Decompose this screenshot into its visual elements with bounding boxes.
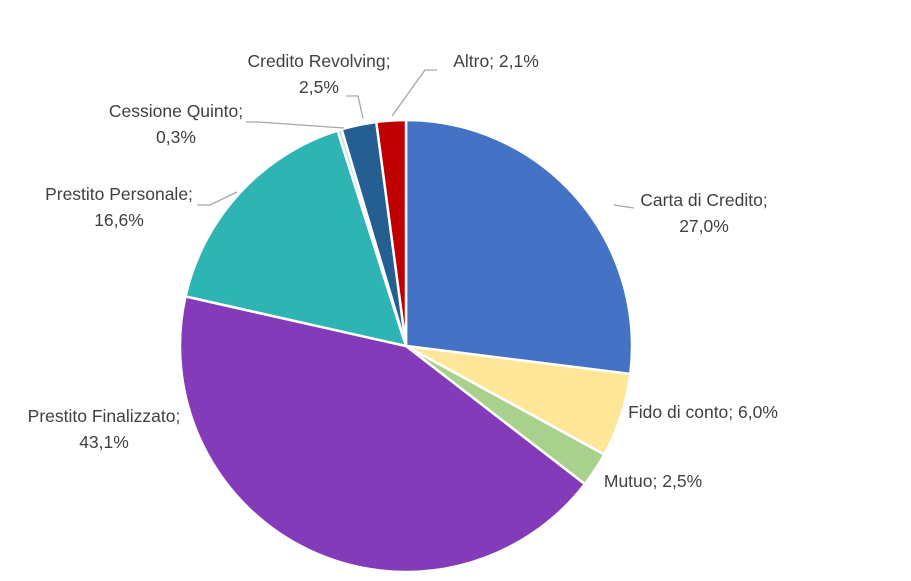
slice-label-line: Mutuo; 2,5% [604, 471, 702, 491]
slice-value-label: 2,5% [299, 77, 339, 97]
leader-line [346, 95, 364, 119]
slice-label: Credito Revolving; 2,5% [248, 51, 391, 97]
leader-lines [197, 69, 635, 209]
slice-label: Prestito Finalizzato; 43,1% [28, 406, 181, 452]
slice-label: Mutuo; 2,5% [604, 471, 702, 491]
slice-label-line: Credito Revolving; [248, 51, 391, 71]
leader-line [246, 121, 345, 129]
slice-label-line: Fido di conto; 6,0% [628, 402, 778, 422]
slice-label-line: Carta di Credito; [640, 190, 767, 210]
slice-label-line: Prestito Finalizzato; [28, 406, 181, 426]
slice-label: Altro; 2,1% [453, 51, 539, 71]
slice-value-label: 0,3% [156, 127, 196, 147]
slice-value-label: 27,0% [679, 216, 729, 236]
slice-label-line: Altro; 2,1% [453, 51, 539, 71]
slice-labels: Carta di Credito; 27,0% Fido di conto; 6,0… [28, 51, 778, 491]
leader-line [391, 69, 437, 117]
slice-label: Carta di Credito; 27,0% [640, 190, 767, 236]
pie-slices [178, 118, 634, 574]
leader-line [197, 191, 238, 206]
pie-slice-carta-di-credito [404, 118, 634, 376]
pie-slice-prestito-finalizzato [178, 295, 587, 574]
pie-slice-prestito-personale [184, 129, 408, 348]
pie-slice-altro [375, 118, 408, 348]
slice-label: Cessione Quinto; 0,3% [109, 101, 243, 147]
slice-value-label: 16,6% [94, 210, 144, 230]
leader-line [613, 204, 635, 209]
slice-value-label: 43,1% [79, 432, 129, 452]
slice-label: Prestito Personale; 16,6% [45, 184, 193, 230]
slice-label-line: Prestito Personale; [45, 184, 193, 204]
slice-label: Fido di conto; 6,0% [628, 402, 778, 422]
slice-label-line: Cessione Quinto; [109, 101, 243, 121]
